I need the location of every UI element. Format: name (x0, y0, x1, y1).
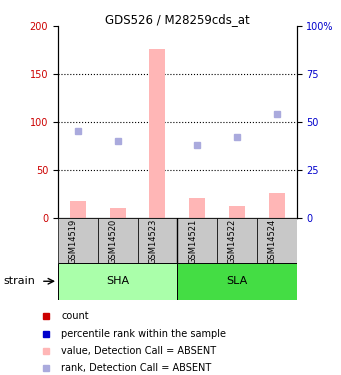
Text: GSM14519: GSM14519 (69, 219, 78, 264)
Bar (98, 217, 137, 262)
Bar (257, 217, 297, 262)
Bar (189, 198, 205, 217)
Text: GDS526 / M28259cds_at: GDS526 / M28259cds_at (105, 13, 250, 26)
Text: rank, Detection Call = ABSENT: rank, Detection Call = ABSENT (61, 363, 212, 374)
Bar (177, 262, 297, 300)
Text: strain: strain (3, 276, 35, 286)
Text: GSM14520: GSM14520 (109, 219, 118, 264)
Text: percentile rank within the sample: percentile rank within the sample (61, 329, 226, 339)
Bar (229, 206, 245, 218)
Bar (137, 217, 177, 262)
Bar (177, 217, 217, 262)
Text: GSM14522: GSM14522 (228, 219, 237, 264)
Bar (269, 193, 285, 217)
Bar (58, 262, 177, 300)
Text: value, Detection Call = ABSENT: value, Detection Call = ABSENT (61, 346, 217, 356)
Text: GSM14524: GSM14524 (268, 219, 277, 264)
Text: GSM14521: GSM14521 (188, 219, 197, 264)
Text: SHA: SHA (106, 276, 129, 286)
Bar (110, 208, 125, 218)
Text: count: count (61, 310, 89, 321)
Bar (217, 217, 257, 262)
Text: SLA: SLA (226, 276, 248, 286)
Text: GSM14523: GSM14523 (148, 219, 158, 264)
Bar (70, 201, 86, 217)
Bar (149, 49, 165, 217)
Bar (58, 217, 98, 262)
